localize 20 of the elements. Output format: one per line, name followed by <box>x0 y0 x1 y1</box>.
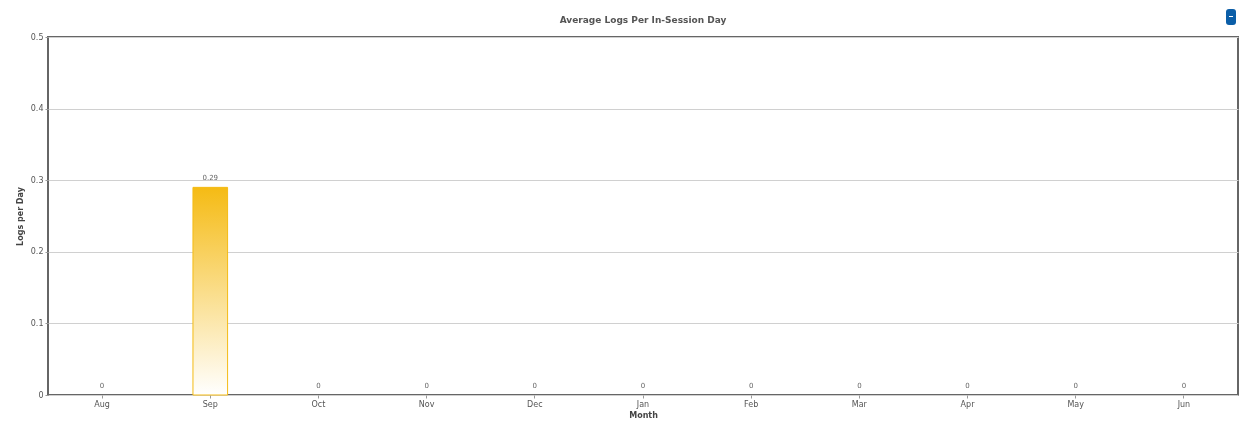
x-tick-label: Jun <box>1176 399 1191 409</box>
x-tick-label: Aug <box>94 399 110 409</box>
x-tick-label: Oct <box>311 399 326 409</box>
chart-title: Average Logs Per In-Session Day <box>559 15 727 25</box>
x-tick-label: Nov <box>418 399 435 409</box>
y-tick-label: 0.5 <box>30 32 44 42</box>
x-tick-label: Dec <box>527 399 543 409</box>
x-axis-title: Month <box>629 410 659 420</box>
x-tick-label: Apr <box>960 399 976 409</box>
x-tick-label: May <box>1067 399 1085 409</box>
y-tick-label: 0.3 <box>30 175 44 185</box>
x-tick-label: Jan <box>635 399 650 409</box>
x-tick-label: Mar <box>851 399 868 409</box>
y-tick-label: 0.1 <box>30 318 44 328</box>
y-tick-label: 0 <box>38 390 44 400</box>
y-tick-label: 0.4 <box>30 104 44 114</box>
x-tick-label: Sep <box>202 399 218 409</box>
y-axis-title: Logs per Day <box>15 186 25 246</box>
y-tick-label: 0.2 <box>30 247 44 257</box>
x-tick-label: Feb <box>744 399 759 409</box>
